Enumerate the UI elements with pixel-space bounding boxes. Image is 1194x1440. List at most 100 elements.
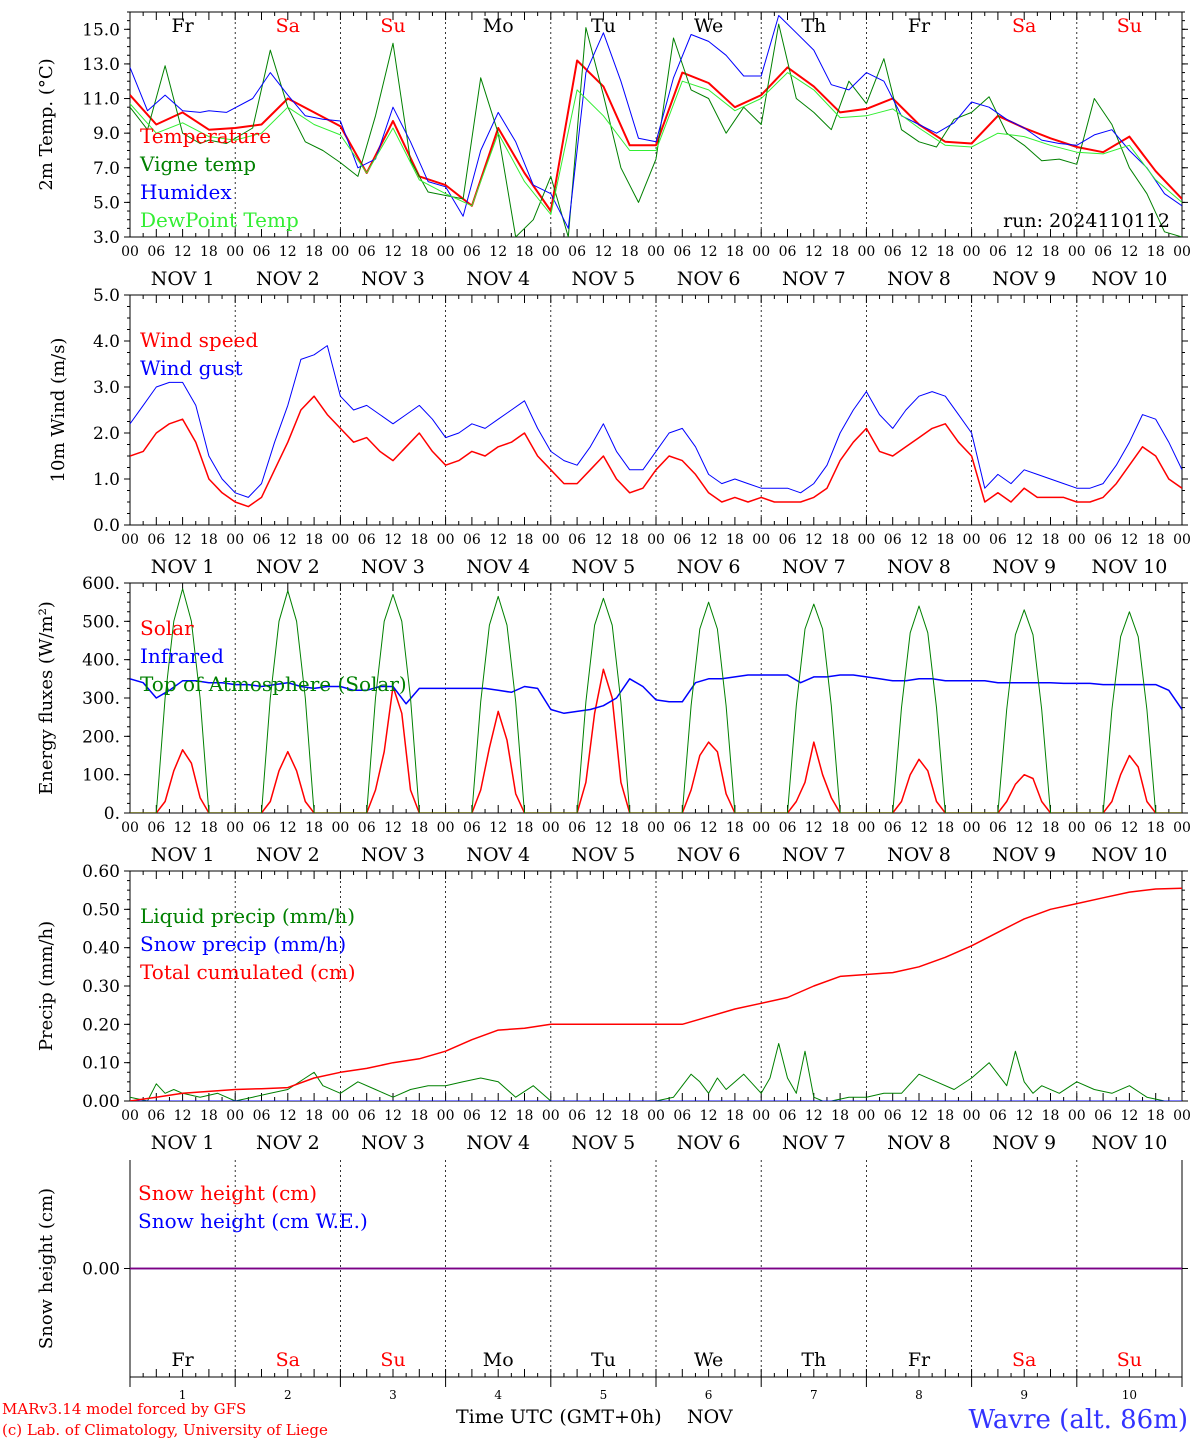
- day-number-label: 9: [1020, 1388, 1028, 1402]
- y-axis-label: Snow height (cm): [36, 1188, 57, 1349]
- date-label: NOV 5: [572, 1132, 636, 1154]
- date-label: NOV 2: [256, 1132, 320, 1154]
- legend-entry: Snow precip (mm/h): [140, 932, 346, 956]
- hour-tick-label: 00: [121, 244, 139, 260]
- hour-tick-label: 18: [305, 1108, 323, 1124]
- y-tick-label: 0.10: [82, 1054, 120, 1074]
- hour-tick-label: 18: [726, 244, 744, 260]
- y-tick-label: 0.50: [82, 900, 120, 920]
- date-label: NOV 8: [887, 844, 951, 866]
- hour-tick-label: 18: [726, 820, 744, 836]
- hour-tick-label: 12: [594, 244, 612, 260]
- hour-tick-label: 06: [1094, 1108, 1112, 1124]
- hour-tick-label: 18: [831, 1108, 849, 1124]
- date-label: NOV 7: [782, 268, 846, 290]
- hour-tick-label: 12: [594, 1108, 612, 1124]
- y-tick-label: 15.0: [82, 20, 120, 40]
- hour-tick-label: 00: [121, 820, 139, 836]
- legend-entry: Solar: [140, 616, 194, 640]
- date-label: NOV 10: [1091, 556, 1167, 578]
- date-label: NOV 1: [151, 268, 215, 290]
- series-line-infrared: [130, 674, 1182, 715]
- date-label: NOV 10: [1091, 1132, 1167, 1154]
- hour-tick-label: 06: [884, 820, 902, 836]
- series-line-temperature: [130, 59, 1182, 212]
- hour-tick-label: 18: [621, 244, 639, 260]
- y-tick-label: 7.0: [93, 159, 120, 179]
- run-annotation: run: 2024110112: [1003, 210, 1170, 232]
- hour-tick-label: 00: [226, 820, 244, 836]
- y-tick-label: 0.40: [82, 939, 120, 959]
- series-line-liquid-precip-mm-h-: [130, 1043, 1182, 1101]
- hour-tick-label: 18: [305, 244, 323, 260]
- hour-tick-label: 06: [568, 820, 586, 836]
- hour-tick-label: 12: [1120, 1108, 1138, 1124]
- hour-tick-label: 06: [779, 820, 797, 836]
- date-label: NOV 2: [256, 268, 320, 290]
- hour-tick-label: 12: [805, 532, 823, 548]
- hour-tick-label: 12: [805, 820, 823, 836]
- hour-tick-label: 18: [621, 532, 639, 548]
- hour-tick-label: 18: [1042, 820, 1060, 836]
- hour-tick-label: 12: [174, 820, 192, 836]
- hour-tick-label: 18: [1042, 244, 1060, 260]
- hour-tick-label: 18: [305, 532, 323, 548]
- series-line-wind-speed: [130, 395, 1182, 508]
- hour-tick-label: 12: [910, 244, 928, 260]
- hour-tick-label: 06: [253, 1108, 271, 1124]
- panel-5: 0.00 Snow height (cm) Fr Sa Su Mo Tu We Th Fr Sa Su…: [36, 1160, 1188, 1402]
- hour-tick-label: 06: [463, 244, 481, 260]
- day-number-label: 6: [705, 1388, 713, 1402]
- series-line-total-cumulated-cm-: [130, 887, 1182, 1101]
- hour-tick-label: 18: [936, 244, 954, 260]
- y-tick-label: 0.: [104, 804, 120, 824]
- weekday-label: Mo: [483, 1349, 514, 1371]
- y-tick-label: 600.: [82, 574, 120, 594]
- date-label: NOV 1: [151, 844, 215, 866]
- y-tick-label: 0.60: [82, 862, 120, 882]
- hour-tick-label: 12: [279, 244, 297, 260]
- series-group: [130, 588, 1182, 813]
- series-line-top-of-atmosphere-solar-: [130, 588, 1182, 813]
- hour-tick-label: 00: [857, 244, 875, 260]
- hour-tick-label: 12: [1120, 532, 1138, 548]
- hour-tick-label: 18: [1147, 532, 1165, 548]
- hour-tick-label: 18: [200, 1108, 218, 1124]
- time-axis-label: Time UTC (GMT+0h): [456, 1406, 662, 1428]
- hour-tick-label: 18: [1147, 1108, 1165, 1124]
- hour-tick-label: 12: [700, 820, 718, 836]
- hour-tick-label: 00: [1173, 820, 1191, 836]
- hour-tick-label: 00: [647, 820, 665, 836]
- hour-tick-label: 12: [1120, 820, 1138, 836]
- weekday-label: Su: [1117, 1349, 1142, 1371]
- station-label: Wavre (alt. 86m): [968, 1405, 1188, 1435]
- hour-tick-label: 00: [1068, 532, 1086, 548]
- hour-tick-label: 12: [805, 1108, 823, 1124]
- legend-entry: Snow height (cm W.E.): [138, 1209, 368, 1233]
- weekday-label: Fr: [171, 15, 194, 37]
- date-label: NOV 8: [887, 1132, 951, 1154]
- hour-tick-label: 18: [1042, 1108, 1060, 1124]
- panel-2: 0.0 1.0 2.0 3.0 4.0 5.0 10m Wind (m/s) 00 06 12 18…: [48, 286, 1191, 578]
- hour-tick-label: 00: [542, 820, 560, 836]
- hour-tick-label: 18: [410, 1108, 428, 1124]
- hour-tick-label: 00: [437, 244, 455, 260]
- y-tick-label: 0.00: [82, 1092, 120, 1112]
- weekday-label: Mo: [483, 15, 514, 37]
- date-label: NOV 1: [151, 1132, 215, 1154]
- hour-tick-label: 12: [805, 244, 823, 260]
- y-tick-label: 11.0: [82, 90, 120, 110]
- date-label: NOV 4: [466, 1132, 530, 1154]
- hour-tick-label: 00: [542, 1108, 560, 1124]
- hour-tick-label: 18: [516, 820, 534, 836]
- hour-tick-label: 12: [1015, 244, 1033, 260]
- hour-tick-label: 00: [752, 244, 770, 260]
- hour-tick-label: 06: [568, 1108, 586, 1124]
- y-tick-label: 0.30: [82, 977, 120, 997]
- day-number-label: 8: [915, 1388, 923, 1402]
- hour-tick-label: 18: [1147, 820, 1165, 836]
- y-tick-label: 4.0: [93, 332, 120, 352]
- y-tick-label: 3.0: [93, 378, 120, 398]
- hour-tick-label: 12: [384, 1108, 402, 1124]
